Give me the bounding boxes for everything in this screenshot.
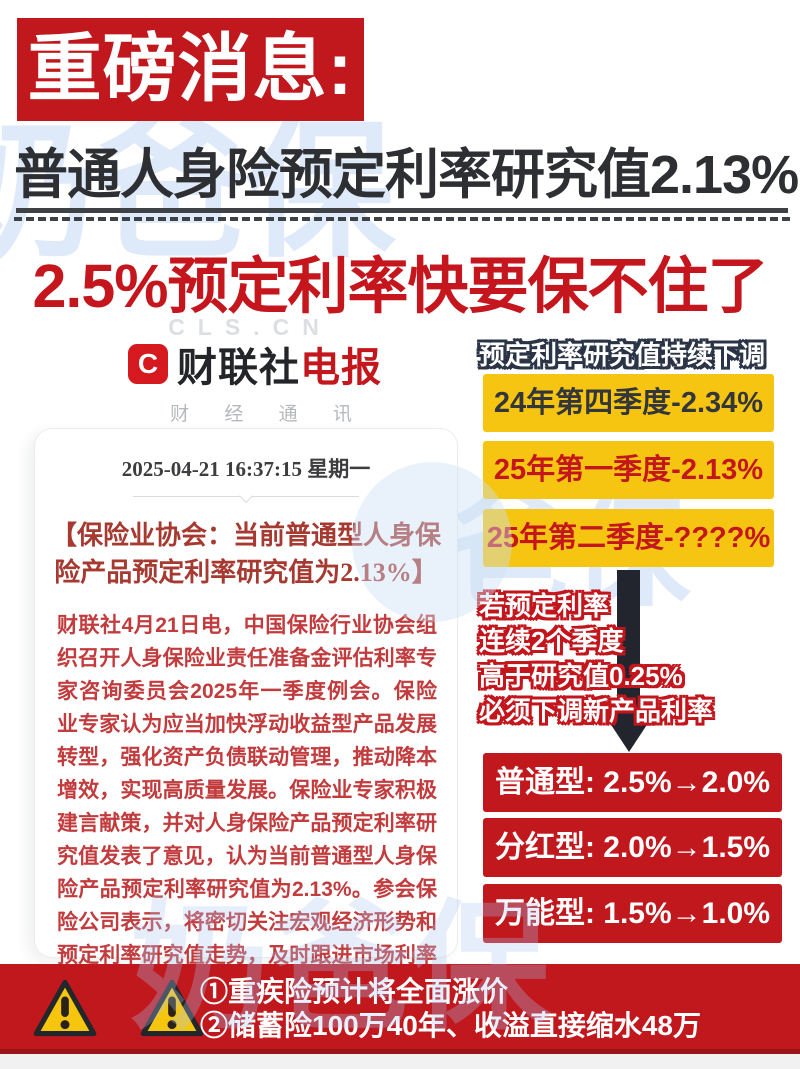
solid-divider: [16, 208, 788, 213]
rate-rule-line: 必须下调新产品利率: [479, 696, 714, 726]
warning-line-2: ②储蓄险100万40年、收溢直接缩水48万: [200, 1010, 702, 1041]
rate-rule-line: 连续2个季度: [479, 626, 624, 656]
warning-icon: [140, 979, 204, 1037]
down-arrow-icon: [600, 708, 658, 752]
cls-logo-name: 财联社: [177, 346, 300, 390]
warning-texts: ①重疾险预计将全面涨价 ②储蓄险100万40年、收溢直接缩水48万: [200, 975, 701, 1043]
cls-logo-suffix: 电报: [300, 346, 382, 390]
sub-headline: 2.5%预定利率快要保不住了: [32, 252, 768, 320]
adjustment-banner: 万能型: 1.5%→1.0%: [483, 884, 782, 943]
warning-icon: [33, 979, 97, 1037]
article-divider: [133, 488, 359, 504]
article-datetime: 2025-04-21 16:37:15 星期一: [121, 457, 371, 481]
cls-logo-icon: C: [128, 344, 168, 384]
article-headline: 【保险业协会：当前普通型人身保险产品预定利率研究值为2.13%】: [50, 521, 441, 587]
article-body: 财联社4月21日电，中国保险行业协会组织召开人身保险业责任准备金评估利率专家咨询…: [57, 614, 437, 1033]
adjustment-banner: 普通型: 2.5%→2.0%: [483, 753, 782, 812]
adjustment-banner: 分红型: 2.0%→1.5%: [483, 818, 782, 877]
trend-title: 预定利率研究值持续下调: [479, 340, 766, 370]
dashed-divider: [14, 217, 790, 221]
warning-bar: ①重疾险预计将全面涨价 ②储蓄险100万40年、收溢直接缩水48万: [0, 964, 800, 1054]
cls-url-watermark: CLS.CN: [168, 314, 332, 340]
cls-logo: C 财联社 电报: [128, 342, 382, 390]
quarter-banner: 24年第四季度-2.34%: [483, 374, 774, 432]
rate-rule-line: 若预定利率: [479, 591, 610, 621]
warning-line-1: ①重疾险预计将全面涨价: [200, 976, 509, 1007]
breaking-news-badge: 重磅消息:: [17, 18, 364, 121]
divider-notch-icon: [238, 488, 254, 504]
down-arrow-icon: [617, 570, 640, 710]
rate-rule-line: 高于研究值0.25%: [479, 661, 683, 691]
news-article-card: 2025-04-21 16:37:15 星期一 【保险业协会：当前普通型人身保险…: [34, 428, 458, 1033]
quarter-banner: 25年第一季度-2.13%: [483, 441, 774, 499]
quarter-banner: 25年第二季度-????%: [483, 509, 774, 567]
bottom-strip: [0, 1054, 800, 1069]
main-headline: 普通人身险预定利率研究值2.13%: [14, 145, 799, 205]
